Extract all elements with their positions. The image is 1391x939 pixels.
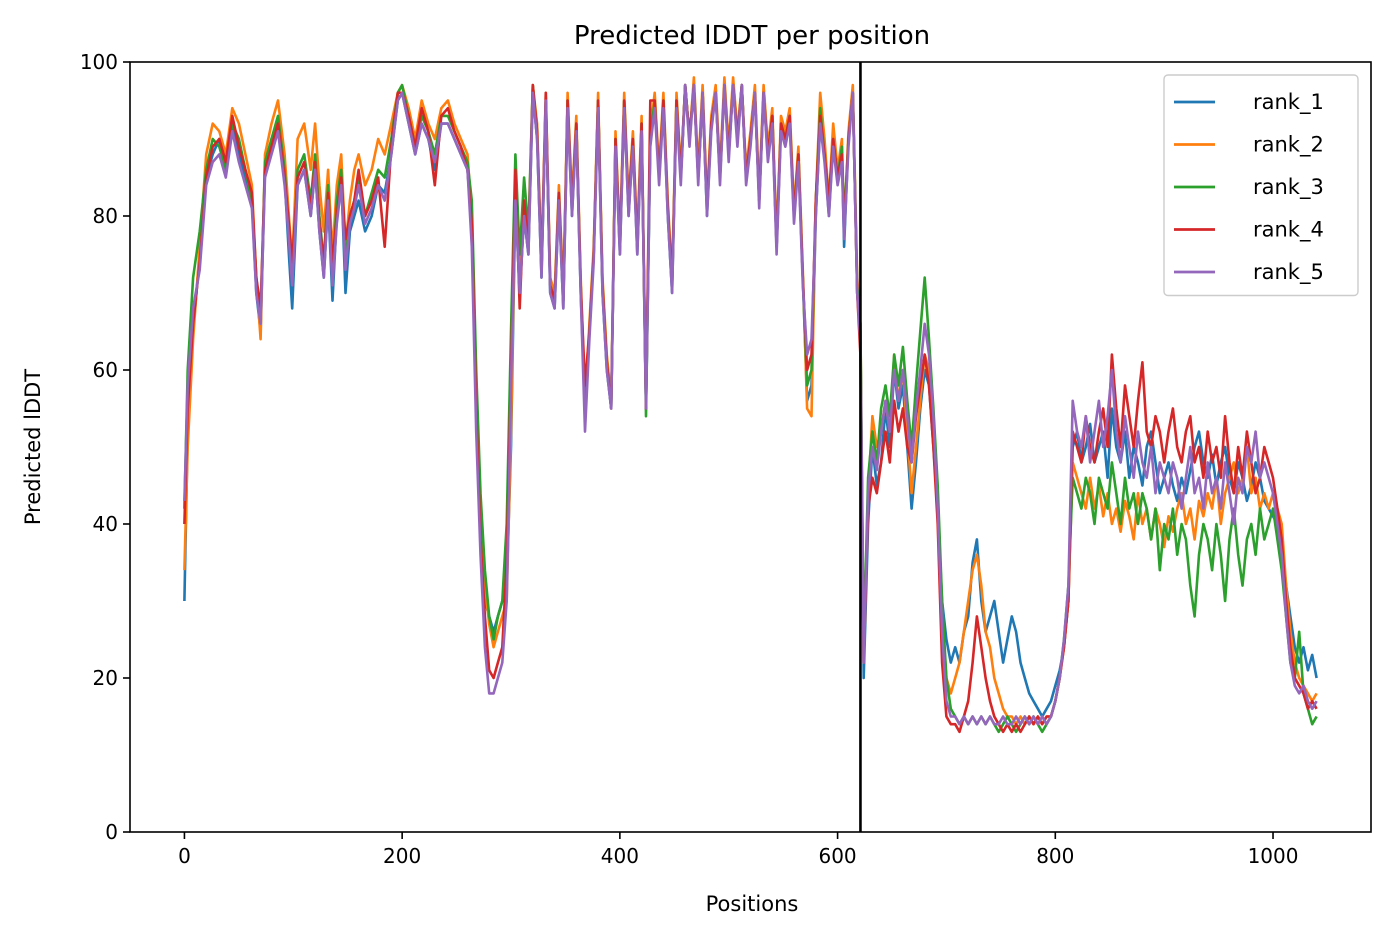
x-axis: 0 200 400 600 800 1000 [178, 832, 1298, 868]
series-line-rank_2 [183, 76, 1318, 726]
plot-frame [129, 61, 1372, 833]
legend-label-rank_4: rank_4 [1253, 218, 1324, 243]
x-tick-label: 600 [818, 844, 856, 868]
x-axis-label: Positions [706, 892, 799, 916]
legend: rank_1 rank_2 rank_3 rank_4 rank_5 [1163, 74, 1359, 297]
y-tick-label: 20 [93, 666, 118, 690]
x-tick-label: 800 [1036, 844, 1074, 868]
legend-label-rank_2: rank_2 [1253, 133, 1324, 158]
x-tick-label: 1000 [1248, 844, 1299, 868]
legend-label-rank_3: rank_3 [1253, 175, 1324, 200]
y-tick-label: 100 [80, 50, 118, 74]
y-axis-label: Predicted lDDT [21, 369, 45, 525]
y-tick-label: 80 [93, 204, 118, 228]
x-tick-label: 200 [383, 844, 421, 868]
series-line-rank_5 [183, 83, 1318, 726]
y-tick-label: 40 [93, 512, 118, 536]
y-tick-label: 0 [105, 820, 118, 844]
plot-area [183, 76, 1318, 734]
y-tick-label: 60 [93, 358, 118, 382]
x-tick-label: 0 [178, 844, 191, 868]
series-line-rank_4 [183, 83, 1318, 734]
legend-label-rank_1: rank_1 [1253, 90, 1324, 115]
legend-box [1163, 74, 1359, 297]
chart-title: Predicted lDDT per position [574, 21, 930, 51]
y-axis: 0 20 40 60 80 100 [80, 50, 130, 844]
x-tick-label: 400 [601, 844, 639, 868]
legend-label-rank_5: rank_5 [1253, 260, 1324, 285]
